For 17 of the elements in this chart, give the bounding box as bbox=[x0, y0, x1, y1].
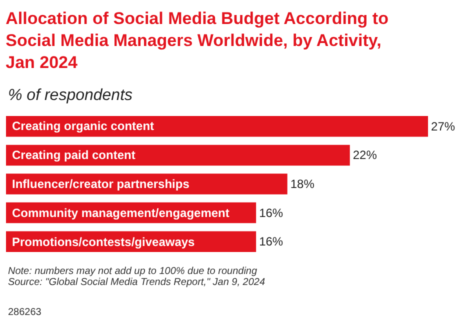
data-label: 16% bbox=[259, 206, 284, 220]
data-label: 27% bbox=[431, 119, 456, 134]
chart-subtitle: % of respondents bbox=[8, 87, 133, 104]
y-tick-label: Creating paid content bbox=[12, 148, 136, 162]
text: Note: numbers may not add up to 100% due to rounding bbox=[8, 266, 258, 277]
bar bbox=[6, 116, 428, 137]
data-label: 22% bbox=[352, 148, 378, 162]
text: 286263 bbox=[8, 307, 42, 318]
data-label: 16% bbox=[259, 234, 284, 249]
y-tick-label: Creating organic content bbox=[12, 119, 154, 133]
data-label: 18% bbox=[290, 177, 315, 191]
bar bbox=[6, 144, 350, 166]
source-note: Source: "Global Social Media Trends Report," Jan 9, 2024 bbox=[8, 277, 266, 288]
y-tick-label: Community management/engagement bbox=[12, 206, 230, 220]
y-tick-label: Promotions/contests/giveaways bbox=[12, 235, 196, 249]
y-tick-label: Influencer/creator partnerships bbox=[12, 177, 190, 191]
chart-title: Allocation of Social Media Budget According to Social Media Managers Worldwide, by Activity, Jan 2024 bbox=[6, 9, 388, 72]
